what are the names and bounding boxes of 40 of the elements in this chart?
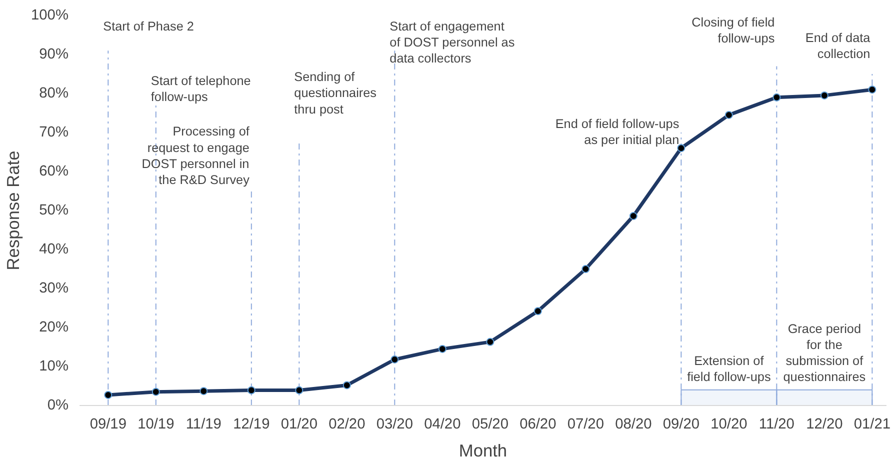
x-tick-label: 12/20: [806, 416, 843, 432]
x-tick-label: 12/19: [233, 416, 270, 432]
ref-line-label: Start of Phase 2: [103, 19, 194, 34]
x-tick-label: 08/20: [615, 416, 652, 432]
y-tick-label: 70%: [39, 124, 69, 140]
y-axis-title: Response Rate: [3, 150, 24, 270]
x-tick-label: 01/21: [854, 416, 891, 432]
x-tick-label: 06/20: [520, 416, 556, 432]
x-tick-label: 09/20: [662, 416, 700, 432]
x-tick-label: 04/20: [424, 416, 461, 432]
x-tick-label: 03/20: [376, 416, 414, 432]
x-axis-title: Month: [458, 440, 508, 460]
y-tick-label: 40%: [39, 242, 69, 258]
x-tick-label: 11/19: [186, 416, 222, 432]
ref-line-label: End of field follow-ups as per initial plan: [555, 116, 680, 147]
y-tick-label: 50%: [39, 202, 69, 218]
x-tick-label: 01/20: [280, 416, 318, 432]
ref-line-label: Start of engagement of DOST personnel as data collectors: [390, 19, 515, 66]
y-tick-label: 20%: [39, 320, 69, 336]
x-tick-label: 05/20: [472, 416, 509, 432]
ref-line-label: Sending of questionnaires thru post: [294, 70, 376, 116]
y-tick-label: 30%: [39, 280, 69, 296]
y-tick-label: 0%: [47, 398, 69, 414]
ref-line-label: Start of telephone follow-ups: [150, 74, 251, 104]
x-tick-label: 10/20: [710, 416, 748, 432]
x-tick-label: 09/19: [90, 416, 126, 432]
y-tick-label: 100%: [31, 8, 69, 24]
band-label: Extension of field follow-ups: [687, 354, 771, 384]
y-tick-label: 10%: [39, 358, 69, 374]
y-tick-label: 80%: [39, 86, 69, 102]
x-tick-label: 11/20: [758, 416, 794, 432]
ref-line-label: Closing of field follow-ups: [692, 16, 775, 46]
x-tick-label: 02/20: [328, 416, 366, 432]
ref-line-label: End of data collection: [805, 31, 872, 62]
x-tick-label: 07/20: [567, 416, 604, 432]
y-tick-label: 90%: [39, 46, 69, 62]
ref-line-label: Processing of request to engage DOST personnel in the R&D Survey: [142, 124, 250, 187]
band-label: Grace period for the submission of questionnaires: [783, 322, 866, 384]
y-tick-label: 60%: [39, 164, 69, 180]
x-tick-label: 10/19: [138, 416, 174, 432]
